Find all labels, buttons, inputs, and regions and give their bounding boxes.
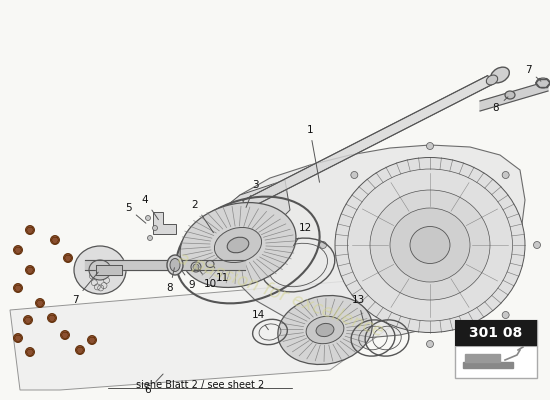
- Text: a passion for excellence: a passion for excellence: [174, 249, 386, 341]
- Text: 301 08: 301 08: [469, 326, 522, 340]
- Text: 3: 3: [246, 180, 258, 208]
- Ellipse shape: [316, 324, 334, 336]
- Polygon shape: [215, 145, 525, 338]
- Ellipse shape: [351, 172, 358, 178]
- Ellipse shape: [74, 246, 126, 294]
- Text: 13: 13: [351, 295, 365, 320]
- Ellipse shape: [170, 258, 180, 272]
- Ellipse shape: [147, 236, 152, 240]
- Ellipse shape: [146, 216, 151, 220]
- Ellipse shape: [89, 260, 111, 280]
- Ellipse shape: [227, 237, 249, 253]
- Bar: [455, 320, 537, 346]
- Text: 5: 5: [125, 203, 146, 223]
- Ellipse shape: [14, 334, 23, 342]
- Ellipse shape: [24, 316, 32, 324]
- Ellipse shape: [63, 254, 73, 262]
- Text: 12: 12: [294, 223, 312, 246]
- Ellipse shape: [25, 348, 35, 356]
- Ellipse shape: [278, 296, 372, 364]
- Ellipse shape: [25, 226, 35, 234]
- Text: 4: 4: [142, 195, 158, 220]
- Ellipse shape: [306, 316, 344, 344]
- Ellipse shape: [491, 67, 509, 83]
- Bar: [455, 320, 537, 378]
- Text: 7: 7: [525, 65, 541, 81]
- Ellipse shape: [390, 208, 470, 282]
- Ellipse shape: [51, 236, 59, 244]
- Polygon shape: [96, 265, 122, 275]
- Text: 1: 1: [307, 125, 320, 182]
- Polygon shape: [243, 76, 492, 210]
- Ellipse shape: [502, 172, 509, 178]
- Polygon shape: [480, 81, 548, 111]
- Ellipse shape: [14, 246, 23, 254]
- Ellipse shape: [214, 228, 262, 262]
- Text: 9: 9: [182, 270, 195, 290]
- Ellipse shape: [486, 75, 498, 85]
- Ellipse shape: [75, 346, 85, 354]
- Ellipse shape: [87, 336, 96, 344]
- Text: 7: 7: [72, 272, 98, 305]
- Ellipse shape: [534, 242, 541, 248]
- Ellipse shape: [351, 312, 358, 318]
- Ellipse shape: [36, 298, 45, 308]
- Ellipse shape: [426, 340, 433, 348]
- Ellipse shape: [180, 202, 296, 288]
- Ellipse shape: [505, 91, 515, 99]
- Polygon shape: [465, 354, 500, 362]
- Ellipse shape: [60, 330, 69, 340]
- Ellipse shape: [14, 284, 23, 292]
- Ellipse shape: [426, 142, 433, 150]
- Ellipse shape: [152, 226, 157, 230]
- Polygon shape: [215, 180, 290, 240]
- Text: 6: 6: [145, 374, 163, 395]
- Ellipse shape: [335, 158, 525, 332]
- Text: 2: 2: [192, 200, 213, 233]
- Ellipse shape: [320, 242, 327, 248]
- Ellipse shape: [25, 266, 35, 274]
- Text: 14: 14: [251, 310, 268, 330]
- Text: 8: 8: [167, 268, 174, 293]
- Ellipse shape: [502, 312, 509, 318]
- Text: 11: 11: [213, 266, 229, 283]
- Ellipse shape: [193, 264, 199, 270]
- Polygon shape: [153, 212, 176, 234]
- Polygon shape: [10, 280, 400, 390]
- Text: 8: 8: [493, 97, 508, 113]
- Ellipse shape: [536, 78, 550, 88]
- Ellipse shape: [167, 255, 183, 275]
- Polygon shape: [463, 362, 513, 368]
- Ellipse shape: [47, 314, 57, 322]
- Text: 10: 10: [199, 269, 217, 289]
- Text: siehe Blatt 2 / see sheet 2: siehe Blatt 2 / see sheet 2: [136, 380, 264, 390]
- Polygon shape: [85, 260, 245, 270]
- Ellipse shape: [370, 190, 490, 300]
- Ellipse shape: [410, 226, 450, 264]
